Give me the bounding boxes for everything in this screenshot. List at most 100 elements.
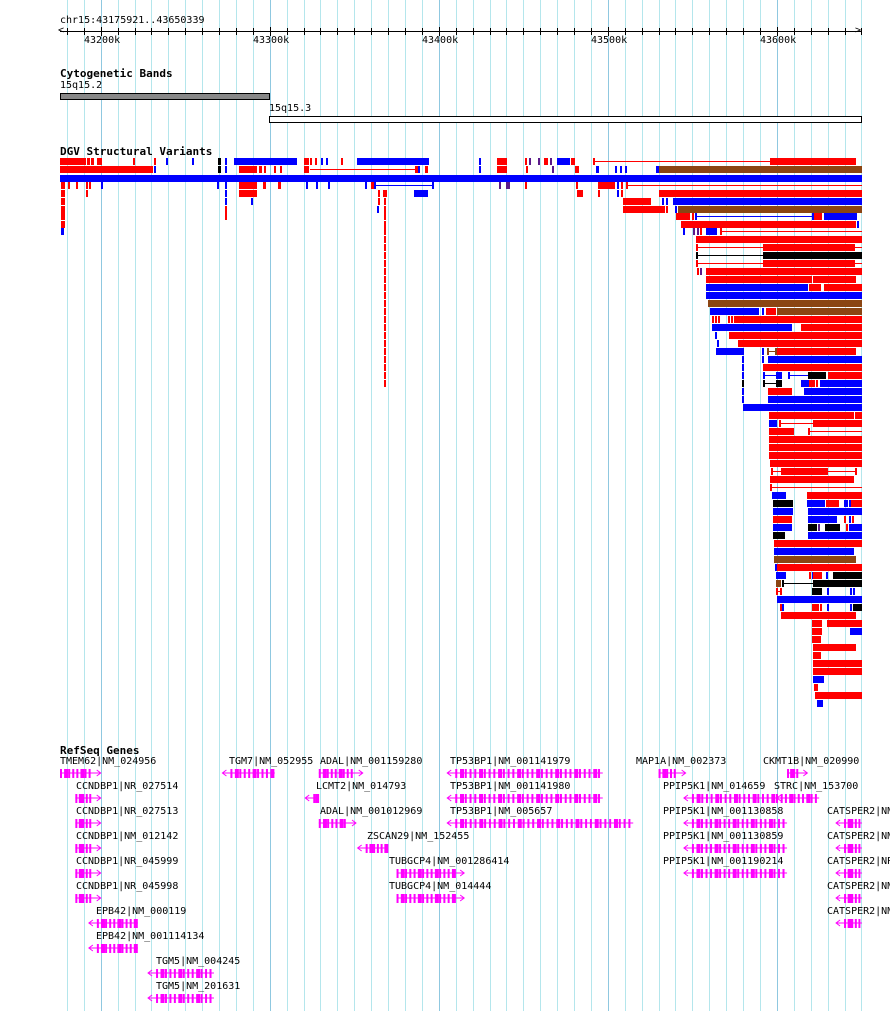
structural-variant[interactable] <box>773 508 793 515</box>
structural-variant[interactable] <box>773 524 792 531</box>
structural-variant[interactable] <box>615 166 617 173</box>
structural-variant[interactable] <box>697 228 699 235</box>
gene-label[interactable]: CATSPER2|NR <box>827 856 890 867</box>
gene-model[interactable] <box>75 819 102 828</box>
gene-model[interactable] <box>683 819 788 828</box>
gene-label[interactable]: TGM5|NM_201631 <box>156 981 241 992</box>
structural-variant[interactable] <box>218 158 221 165</box>
gene-model[interactable] <box>60 769 102 778</box>
structural-variant[interactable] <box>700 228 702 235</box>
structural-variant[interactable] <box>61 221 65 228</box>
structural-variant[interactable] <box>217 182 219 189</box>
gene-model[interactable] <box>88 944 138 953</box>
gene-label[interactable]: TUBGCP4|NM_001286414 <box>389 856 510 867</box>
structural-variant[interactable] <box>801 380 809 387</box>
structural-variant[interactable] <box>662 198 664 205</box>
track-title-refseq[interactable]: RefSeq Genes <box>60 744 140 757</box>
structural-variant[interactable] <box>696 244 698 251</box>
structural-variant[interactable] <box>844 500 848 507</box>
structural-variant[interactable] <box>742 356 744 363</box>
structural-variant[interactable] <box>849 500 851 507</box>
structural-variant[interactable] <box>259 166 262 173</box>
structural-variant[interactable] <box>552 166 554 173</box>
structural-variant[interactable] <box>769 444 862 451</box>
structural-variant[interactable] <box>706 268 862 275</box>
structural-variant[interactable] <box>479 166 481 173</box>
structural-variant[interactable] <box>706 292 862 299</box>
structural-variant[interactable] <box>76 182 78 189</box>
structural-variant[interactable] <box>263 182 266 189</box>
structural-variant[interactable] <box>779 420 781 427</box>
structural-variant[interactable] <box>683 228 685 235</box>
gene-label[interactable]: EPB42|NM_001114134 <box>96 931 205 942</box>
structural-variant[interactable] <box>576 182 578 189</box>
structural-variant[interactable] <box>693 228 695 235</box>
gene-label[interactable]: CKMT1B|NM_020990 <box>763 756 860 767</box>
structural-variant[interactable] <box>826 500 839 507</box>
structural-variant[interactable] <box>377 206 379 213</box>
structural-variant[interactable] <box>712 316 714 323</box>
structural-variant[interactable] <box>742 396 744 403</box>
structural-variant[interactable] <box>557 158 570 165</box>
structural-variant[interactable] <box>234 158 297 165</box>
gene-model[interactable] <box>75 844 102 853</box>
structural-variant[interactable] <box>763 260 855 267</box>
structural-variant[interactable] <box>384 300 386 307</box>
structural-variant[interactable] <box>692 213 694 220</box>
structural-variant[interactable] <box>809 572 811 579</box>
gene-model[interactable] <box>75 794 102 803</box>
gene-label[interactable]: TP53BP1|NM_005657 <box>450 806 553 817</box>
structural-variant[interactable] <box>133 158 135 165</box>
structural-variant[interactable] <box>769 436 862 443</box>
structural-variant[interactable] <box>575 166 579 173</box>
structural-variant[interactable] <box>383 190 385 197</box>
structural-variant[interactable] <box>808 508 862 515</box>
structural-variant[interactable] <box>239 182 257 189</box>
structural-variant[interactable] <box>715 332 717 339</box>
gene-label[interactable]: ZSCAN29|NM_152455 <box>367 831 470 842</box>
structural-variant[interactable] <box>818 524 820 531</box>
structural-variant[interactable] <box>384 198 386 205</box>
structural-variant[interactable] <box>239 190 257 197</box>
gene-model[interactable] <box>446 794 603 803</box>
gene-label[interactable]: TMEM62|NM_024956 <box>60 756 157 767</box>
structural-variant[interactable] <box>774 548 854 555</box>
structural-variant[interactable] <box>852 516 854 523</box>
structural-variant[interactable] <box>384 206 386 213</box>
structural-variant[interactable] <box>828 372 862 379</box>
structural-variant[interactable] <box>813 572 822 579</box>
structural-variant[interactable] <box>384 380 386 387</box>
gene-model[interactable] <box>446 769 603 778</box>
gene-model[interactable] <box>396 894 465 903</box>
structural-variant[interactable] <box>384 260 386 267</box>
structural-variant[interactable] <box>384 284 386 291</box>
gene-model[interactable] <box>787 769 809 778</box>
gene-model[interactable] <box>683 844 788 853</box>
structural-variant[interactable] <box>809 380 815 387</box>
structural-variant[interactable] <box>681 221 856 228</box>
structural-variant[interactable] <box>91 158 94 165</box>
structural-variant[interactable] <box>385 190 387 197</box>
structural-variant[interactable] <box>826 572 828 579</box>
structural-variant[interactable] <box>706 276 812 283</box>
structural-variant[interactable] <box>850 628 862 635</box>
structural-variant[interactable] <box>812 588 822 595</box>
structural-variant[interactable] <box>315 158 317 165</box>
gene-model[interactable] <box>683 869 788 878</box>
structural-variant[interactable] <box>598 190 600 197</box>
structural-variant[interactable] <box>813 668 862 675</box>
gene-label[interactable]: TGM7|NM_052955 <box>229 756 314 767</box>
gene-label[interactable]: TP53BP1|NM_001141979 <box>450 756 571 767</box>
structural-variant[interactable] <box>577 190 583 197</box>
structural-variant[interactable] <box>415 166 418 173</box>
structural-variant[interactable] <box>384 292 386 299</box>
structural-variant[interactable] <box>60 166 153 173</box>
structural-variant[interactable] <box>775 564 777 571</box>
structural-variant[interactable] <box>775 420 777 427</box>
structural-variant[interactable] <box>777 348 856 355</box>
structural-variant[interactable] <box>280 166 282 173</box>
structural-variant[interactable] <box>781 612 856 619</box>
gene-model[interactable] <box>147 994 214 1003</box>
structural-variant[interactable] <box>310 158 312 165</box>
structural-variant[interactable] <box>743 404 862 411</box>
